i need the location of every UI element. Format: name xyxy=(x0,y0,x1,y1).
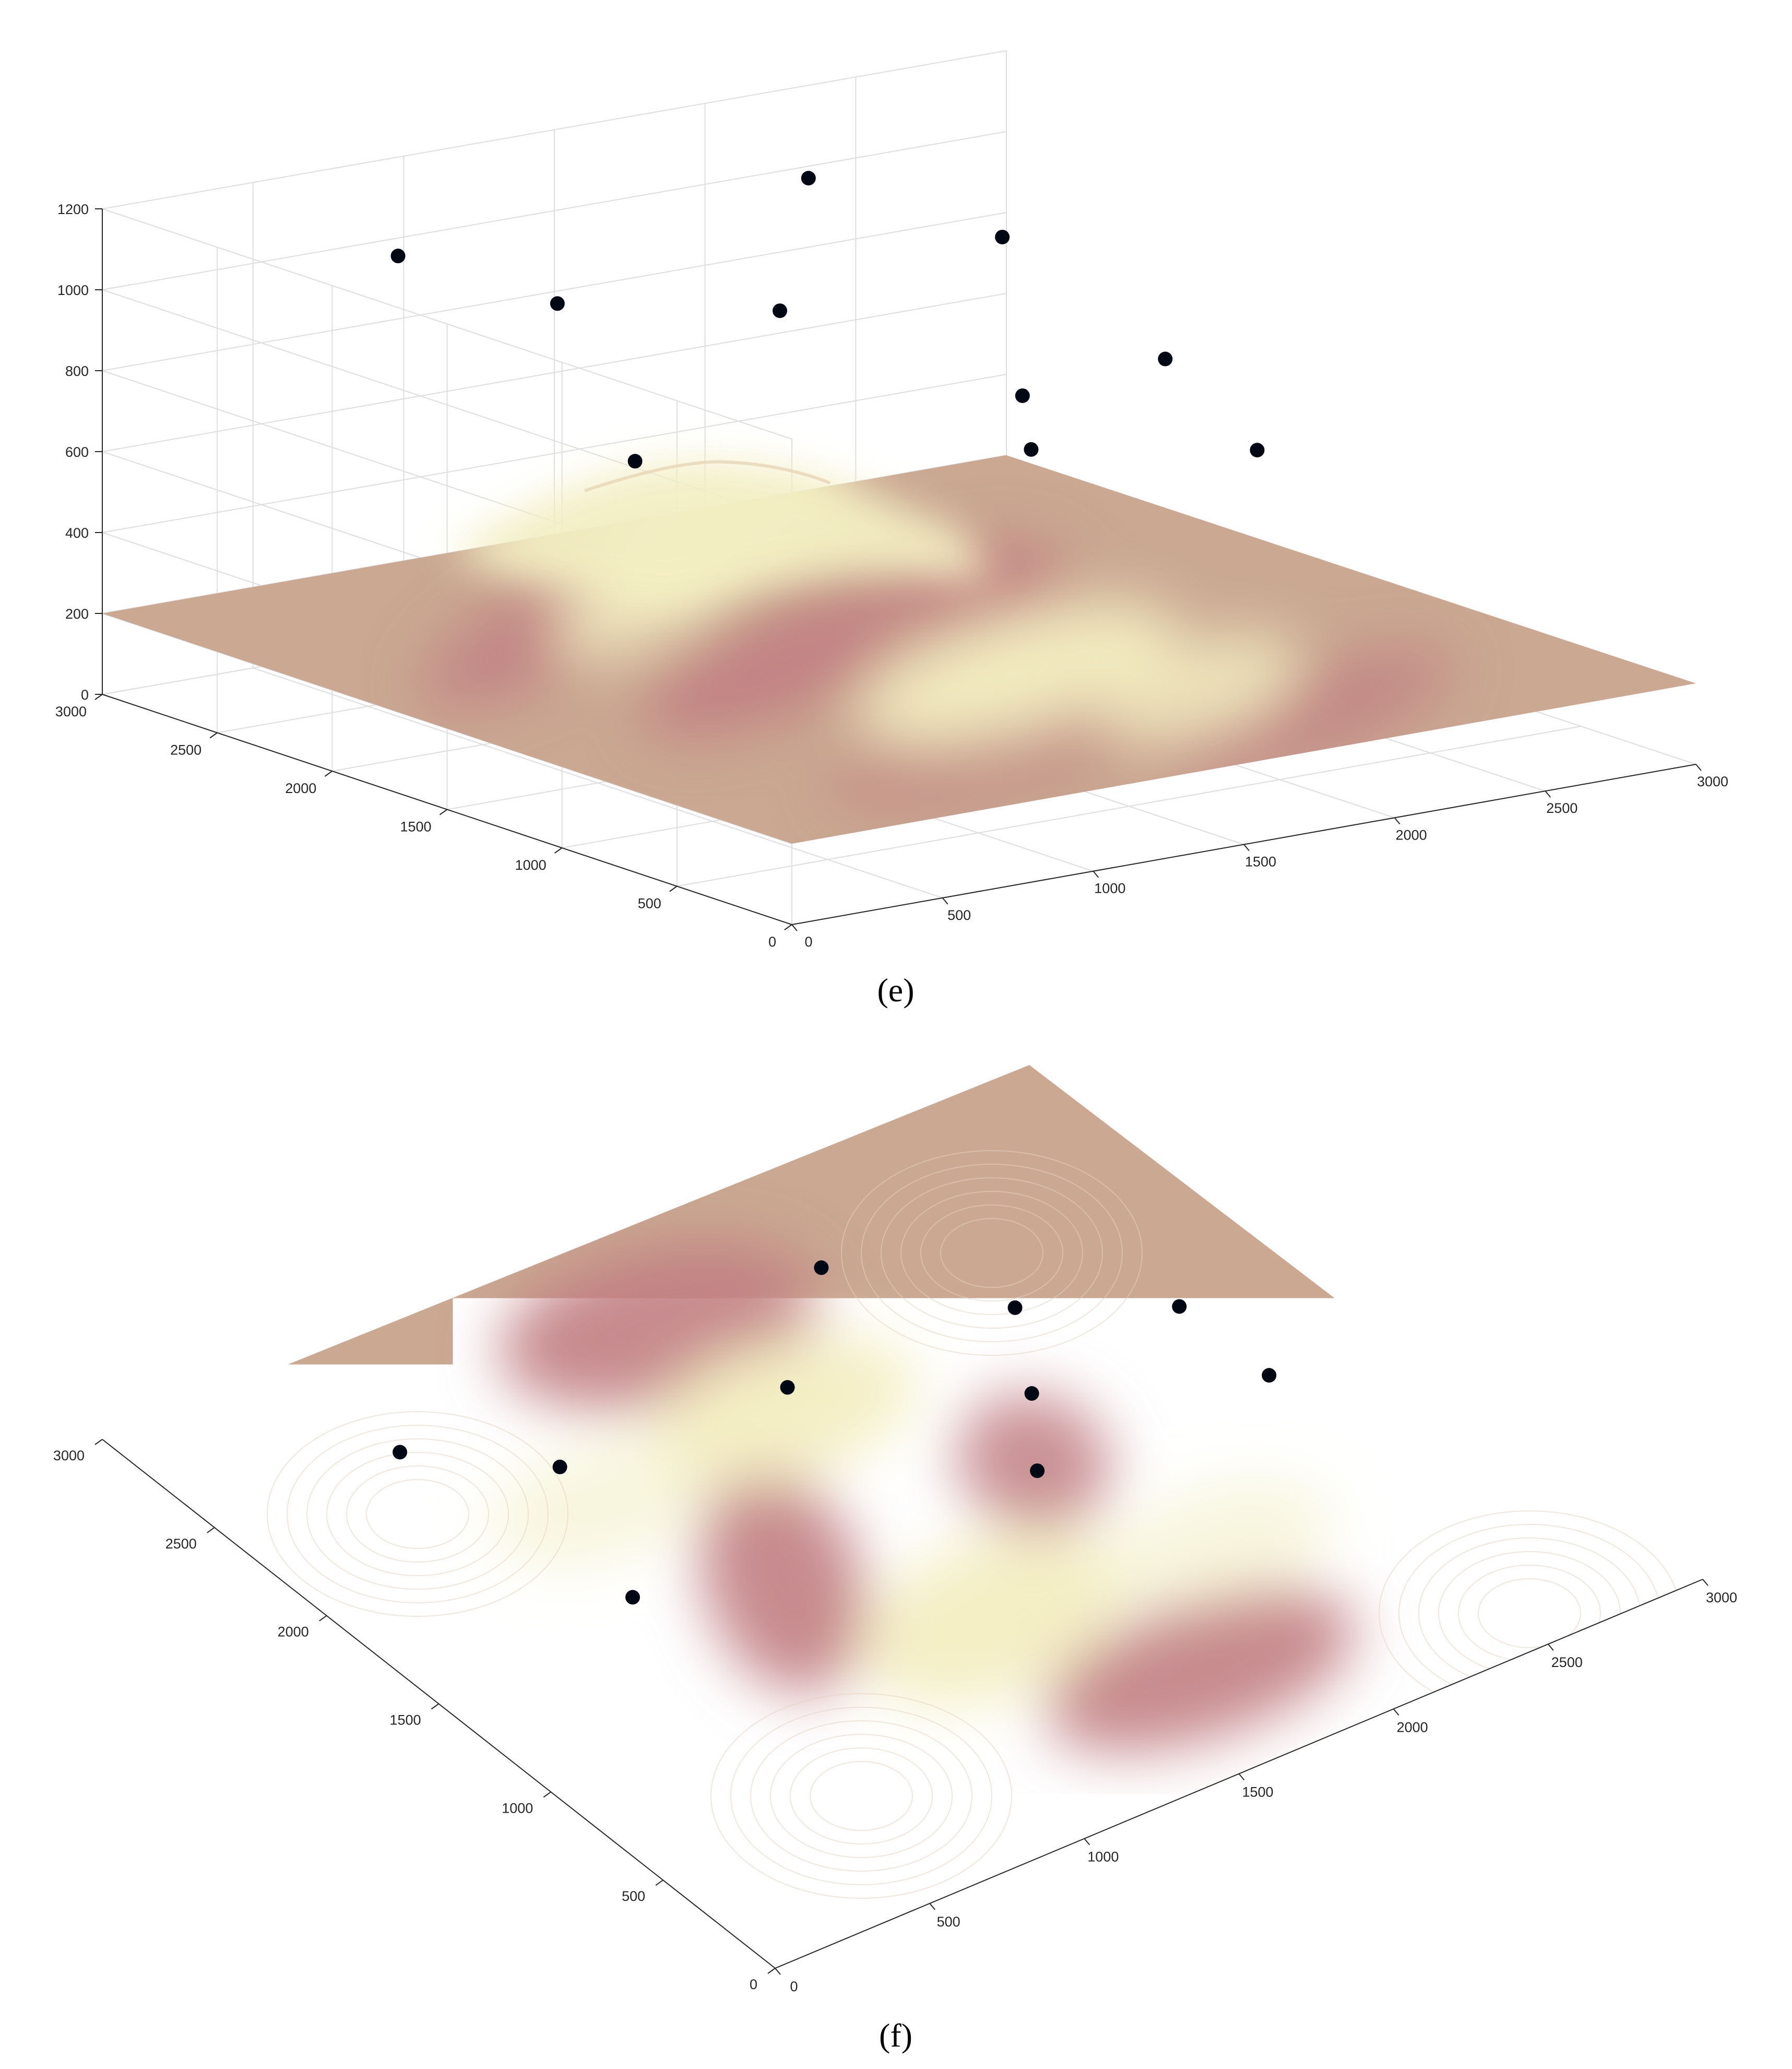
y-tick-label: 1500 xyxy=(389,1712,421,1728)
panel-f-label: (f) xyxy=(879,2017,912,2054)
z-tick-label: 400 xyxy=(65,525,89,541)
y-tick-label: 500 xyxy=(622,1888,645,1904)
x-tick-mark xyxy=(1545,791,1550,797)
x-tick-mark xyxy=(1703,1579,1708,1586)
data-point xyxy=(801,171,816,185)
x-tick-mark xyxy=(1696,764,1701,771)
y-tick-mark xyxy=(670,886,677,892)
data-point xyxy=(780,1380,795,1394)
x-tick-mark xyxy=(1395,818,1400,824)
y-tick-label: 0 xyxy=(768,934,776,950)
y-tick-mark xyxy=(656,1880,663,1885)
x-tick-label: 0 xyxy=(790,1979,798,1994)
y-tick-mark xyxy=(543,1792,551,1797)
panel-e-label: (e) xyxy=(877,972,914,1009)
x-tick-label: 3000 xyxy=(1697,774,1728,789)
z-tick-label: 1000 xyxy=(57,282,89,298)
z-tick-label: 800 xyxy=(65,363,89,379)
z-tick-label: 0 xyxy=(81,687,89,703)
data-point xyxy=(628,454,643,468)
surface-plane xyxy=(102,1065,1703,1968)
y-tick-mark xyxy=(440,810,447,815)
y-tick-label: 3000 xyxy=(55,704,87,719)
y-tick-mark xyxy=(95,694,102,700)
data-point xyxy=(393,1445,407,1460)
y-tick-mark xyxy=(768,1968,775,1973)
data-point xyxy=(391,249,406,263)
z-tick-label: 1200 xyxy=(57,202,89,217)
data-point xyxy=(995,230,1010,244)
data-point xyxy=(1158,352,1172,366)
panel-f: 0 500 1000 1500 2000 2500 3000 0 500 1000 1500 2000… xyxy=(53,1065,1737,1994)
y-tick-label: 2500 xyxy=(170,742,201,758)
x-tick-label: 2500 xyxy=(1546,800,1577,816)
data-point xyxy=(814,1260,828,1275)
x-tick-mark xyxy=(1084,1839,1089,1845)
x-tick-label: 500 xyxy=(937,1914,960,1930)
y-tick-label: 2000 xyxy=(278,1624,309,1640)
x-tick-label: 2000 xyxy=(1397,1719,1428,1735)
x-tick-label: 2500 xyxy=(1551,1654,1583,1670)
data-point xyxy=(625,1590,640,1604)
y-tick-label: 500 xyxy=(638,896,661,912)
y-tick-mark xyxy=(325,771,332,776)
data-point xyxy=(553,1460,567,1474)
x-tick-mark xyxy=(775,1968,780,1975)
y-tick-mark xyxy=(319,1616,327,1621)
data-point xyxy=(550,296,565,311)
x-tick-label: 500 xyxy=(947,907,971,923)
y-tick-label: 1000 xyxy=(502,1800,533,1816)
x-tick-mark xyxy=(943,898,948,904)
data-point xyxy=(1250,443,1264,457)
y-tick-mark xyxy=(555,848,562,853)
data-point xyxy=(1025,1386,1039,1401)
x-tick-mark xyxy=(930,1904,935,1910)
x-tick-label: 0 xyxy=(804,934,812,950)
x-tick-mark xyxy=(1548,1644,1553,1650)
y-tick-mark xyxy=(95,1439,102,1445)
x-tick-mark xyxy=(1244,845,1249,851)
x-tick-mark xyxy=(792,925,797,931)
data-point xyxy=(773,303,787,318)
x-tick-label: 3000 xyxy=(1706,1590,1737,1605)
y-tick-mark xyxy=(785,925,792,930)
panel-e: 0500100015002000250030000500100015002000… xyxy=(55,51,1728,950)
x-tick-label: 1000 xyxy=(1094,881,1125,896)
data-point xyxy=(1172,1299,1186,1314)
y-tick-mark xyxy=(432,1704,439,1709)
data-points xyxy=(391,171,1265,468)
surface xyxy=(102,427,1696,844)
y-tick-mark xyxy=(210,733,217,738)
y-tick-label: 1000 xyxy=(515,857,547,873)
data-point xyxy=(1024,442,1038,457)
data-point xyxy=(1015,388,1030,403)
data-point xyxy=(1262,1368,1276,1382)
y-tick-label: 0 xyxy=(750,1977,757,1992)
x-tick-mark xyxy=(1093,871,1098,878)
data-point xyxy=(1008,1300,1023,1315)
x-tick-label: 1500 xyxy=(1242,1784,1273,1800)
y-tick-mark xyxy=(207,1528,215,1533)
surface xyxy=(102,1065,1703,1968)
x-tick-label: 2000 xyxy=(1396,827,1427,843)
z-tick-label: 600 xyxy=(65,444,89,460)
y-tick-label: 1500 xyxy=(400,819,431,835)
x-tick-mark xyxy=(1239,1774,1244,1780)
y-tick-label: 2000 xyxy=(285,781,316,796)
x-tick-mark xyxy=(1394,1709,1399,1715)
z-tick-label: 200 xyxy=(65,606,89,622)
x-tick-label: 1500 xyxy=(1245,854,1276,870)
y-tick-label: 3000 xyxy=(53,1448,85,1463)
y-tick-label: 2500 xyxy=(165,1536,197,1552)
data-point xyxy=(1030,1463,1045,1478)
x-tick-label: 1000 xyxy=(1087,1849,1119,1865)
